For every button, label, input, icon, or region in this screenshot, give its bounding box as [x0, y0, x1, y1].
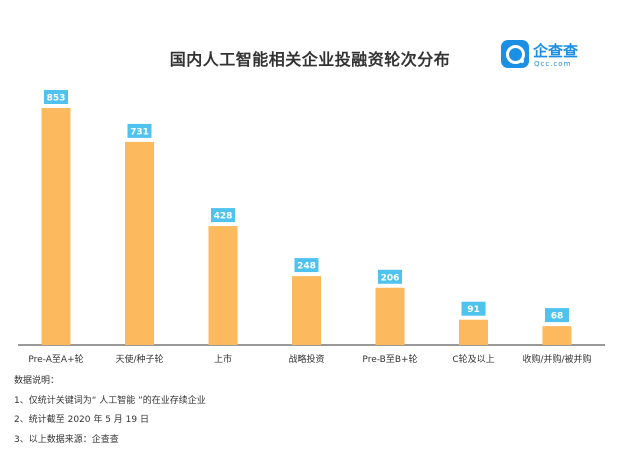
bar — [125, 141, 154, 345]
note-item: 2、统计截至 2020 年 5 月 19 日 — [14, 415, 149, 425]
logo-name: 企查查 — [533, 42, 579, 60]
data-label-bg — [378, 269, 402, 284]
data-label-bg — [294, 258, 319, 273]
data-label: 248 — [297, 262, 316, 272]
qichacha-logo: 企查查 Qcc.com — [501, 40, 591, 74]
x-tick-label: 战略投资 — [288, 353, 324, 365]
data-label: 853 — [47, 94, 66, 104]
x-tick-label: Pre-B至B+轮 — [362, 353, 417, 365]
data-label: 428 — [214, 212, 233, 222]
bar — [292, 276, 321, 345]
x-tick-label: Pre-A至A+轮 — [28, 353, 83, 365]
x-tick-label: 天使/种子轮 — [115, 353, 163, 365]
logo-domain: Qcc.com — [534, 60, 572, 68]
data-label: 91 — [467, 305, 480, 315]
bar — [208, 226, 238, 345]
x-tick-label: C轮及以上 — [452, 353, 494, 365]
x-tick-label: 上市 — [214, 353, 232, 365]
chart-title: 国内人工智能相关企业投融资轮次分布 — [169, 50, 451, 69]
data-label-bg — [545, 308, 569, 323]
data-label-bg — [127, 123, 152, 138]
data-label: 731 — [130, 127, 149, 137]
note-item: 1、仅统计关键词为“ 人工智能 ”的在业存续企业 — [14, 395, 206, 406]
bars-group: 853 Pre-A至A+轮 731 天使/种子轮 428 上市 248 战略投资 206 Pre-… — [28, 90, 592, 365]
magnifier-q-icon — [501, 40, 529, 68]
x-tick-label: 收购/并购/被并购 — [522, 353, 591, 365]
notes-heading: 数据说明： — [14, 376, 60, 386]
data-label-bg — [44, 90, 68, 104]
data-label-bg — [211, 208, 235, 223]
bar — [41, 108, 71, 345]
bar — [375, 287, 405, 345]
data-label: 68 — [551, 312, 564, 322]
note-item: 3、以上数据来源：企查查 — [14, 434, 119, 445]
data-label: 206 — [381, 273, 400, 283]
data-label-bg — [461, 301, 486, 316]
bar — [542, 326, 572, 345]
bar — [459, 319, 488, 345]
data-notes: 数据说明： 1、仅统计关键词为“ 人工智能 ”的在业存续企业 2、统计截至 20… — [14, 372, 206, 450]
